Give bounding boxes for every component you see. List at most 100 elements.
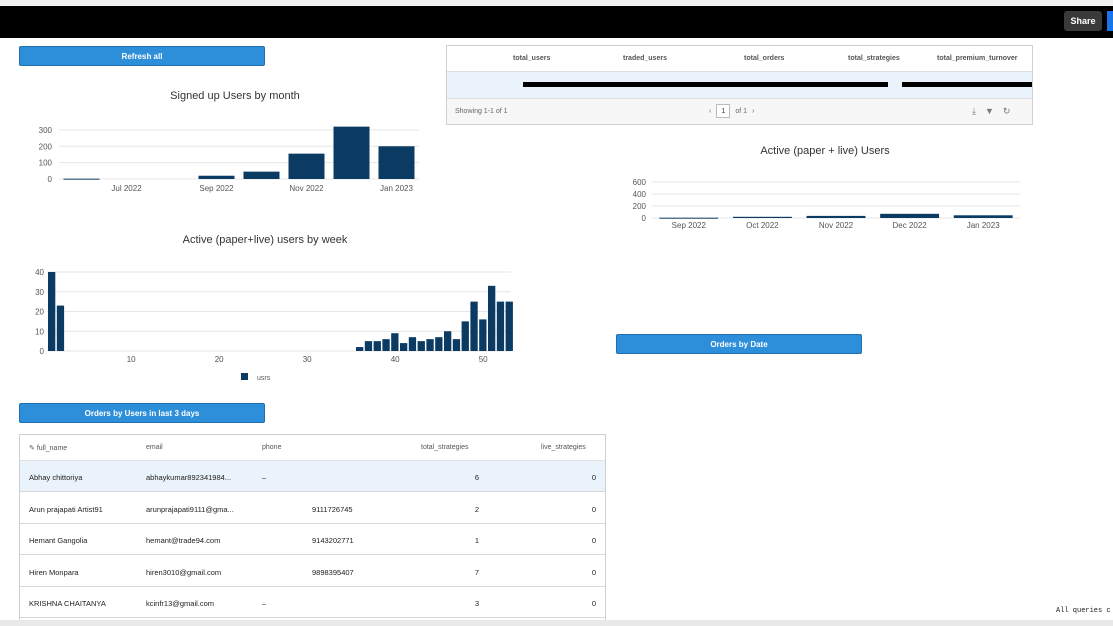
cell-email: arunprajapati9111@gma...: [146, 504, 234, 514]
signups-by-month-chart: 0 100 200 300 Jul 2022 Sep 2022 Nov 2022 Jan 20…: [39, 126, 419, 193]
cell-live-strategies: 0: [591, 504, 596, 514]
col-phone[interactable]: phone: [262, 444, 282, 451]
cell-phone: –: [262, 599, 267, 608]
stats-row-redacted[interactable]: [447, 72, 1032, 98]
col-full-name-label: full_name: [36, 445, 68, 452]
y-tick-label: 0: [40, 347, 45, 356]
col-live-strategies[interactable]: live_strategies: [541, 444, 586, 451]
bar: [408, 337, 417, 351]
bar: [426, 339, 434, 351]
stats-table-header: total_users traded_users total_orders to…: [447, 46, 1032, 72]
col-total-orders[interactable]: total_orders: [744, 55, 785, 62]
next-page-icon[interactable]: ›: [752, 107, 755, 115]
col-total-strategies[interactable]: total_strategies: [421, 444, 469, 451]
showing-count: Showing 1-1 of 1: [455, 108, 508, 115]
y-tick-label: 600: [633, 178, 647, 187]
x-tick-label: 30: [303, 355, 312, 364]
pager: ‹ 1 of 1 ›: [709, 104, 754, 118]
y-tick-label: 100: [39, 159, 53, 168]
table-row[interactable]: Hemant Gangolia hemant@trade94.com 9143202…: [20, 524, 605, 555]
browser-strip: [0, 0, 1113, 6]
x-tick-label: Jan 2023: [380, 184, 413, 193]
cell-full-name: Hemant Gangolia: [29, 536, 88, 545]
x-tick-label: Sep 2022: [199, 184, 234, 193]
bar: [63, 178, 100, 180]
bar: [496, 301, 505, 351]
y-tick-label: 200: [633, 202, 647, 211]
legend-label: usrs: [257, 375, 271, 382]
redaction-bar: [902, 82, 1032, 87]
cell-email: hemant@trade94.com: [146, 536, 221, 545]
cell-total-strategies: 7: [474, 567, 479, 577]
bottom-bar: [0, 620, 1113, 626]
y-tick-label: 10: [35, 327, 44, 336]
x-tick-label: Oct 2022: [746, 221, 779, 230]
col-email[interactable]: email: [146, 444, 163, 451]
y-tick-label: 200: [39, 142, 53, 151]
orders-by-users-button[interactable]: Orders by Users in last 3 days: [19, 403, 265, 423]
cell-full-name: Arun prajapati Artist91: [29, 504, 103, 514]
y-tick-label: 300: [39, 126, 53, 135]
table-row[interactable]: Abhay chittoriya abhaykumar892341984... – 6…: [20, 461, 605, 492]
page-of-label: of 1: [735, 107, 748, 115]
bar: [333, 126, 370, 179]
x-tick-label: Nov 2022: [289, 184, 324, 193]
stats-table: total_users traded_users total_orders to…: [446, 45, 1033, 125]
bar: [48, 272, 56, 351]
table-row[interactable]: Arun prajapati Artist91 arunprajapati9111…: [20, 493, 605, 524]
bar: [488, 285, 496, 351]
bar: [435, 337, 443, 351]
refresh-icon[interactable]: ↻: [1002, 106, 1011, 116]
cell-phone: –: [262, 473, 267, 482]
cell-total-strategies: 3: [474, 599, 479, 608]
download-icon[interactable]: ⤓: [972, 106, 976, 116]
bar: [806, 215, 866, 218]
y-tick-label: 400: [633, 190, 647, 199]
cell-email: hiren3010@gmail.com: [146, 567, 222, 577]
cell-full-name: Hiren Monpara: [29, 567, 79, 577]
page-number-input[interactable]: 1: [716, 104, 731, 118]
x-tick-label: 10: [127, 355, 136, 364]
x-tick-label: 20: [215, 355, 224, 364]
col-total-users[interactable]: total_users: [513, 55, 551, 62]
orders-by-date-button[interactable]: Orders by Date: [616, 334, 862, 354]
table-row[interactable]: KRISHNA CHAITANYA kcinfr13@gmail.com – 3 0: [20, 587, 605, 618]
table-row[interactable]: Hiren Monpara hiren3010@gmail.com 98983954…: [20, 556, 605, 587]
cell-total-strategies: 2: [474, 504, 479, 514]
col-traded-users[interactable]: traded_users: [623, 55, 667, 62]
x-tick-label: Dec 2022: [892, 221, 927, 230]
y-tick-label: 30: [35, 288, 44, 297]
bar: [444, 331, 452, 351]
legend-swatch: [241, 373, 248, 380]
cell-live-strategies: 0: [591, 536, 596, 545]
cell-phone: 9143202771: [312, 536, 354, 545]
filter-icon[interactable]: ▼: [984, 106, 994, 116]
bar: [452, 339, 461, 351]
cell-total-strategies: 6: [474, 473, 479, 482]
primary-action-edge[interactable]: [1107, 11, 1113, 31]
bar: [356, 347, 364, 351]
bar: [505, 301, 513, 351]
bar: [953, 215, 1013, 218]
cell-phone: 9898395407: [312, 567, 354, 577]
cell-total-strategies: 1: [474, 536, 479, 545]
cell-live-strategies: 0: [591, 567, 596, 577]
x-tick-label: Sep 2022: [672, 221, 707, 230]
cell-email: abhaykumar892341984...: [146, 473, 232, 482]
weekly-chart-title: Active (paper+live) users by week: [182, 234, 348, 246]
col-full-name[interactable]: ✎ full_name: [29, 445, 68, 452]
active-users-chart-title: Active (paper + live) Users: [760, 145, 890, 157]
bar: [461, 321, 469, 351]
col-total-premium-turnover[interactable]: total_premium_turnover: [937, 55, 1018, 62]
bar: [470, 301, 478, 351]
col-total-strategies[interactable]: total_strategies: [848, 55, 900, 62]
bar: [364, 341, 373, 351]
y-tick-label: 0: [48, 175, 53, 184]
users-orders-table: ✎ full_name email phone total_strategies…: [19, 434, 606, 626]
y-tick-label: 0: [642, 214, 647, 223]
cell-full-name: Abhay chittoriya: [29, 473, 83, 482]
refresh-all-button[interactable]: Refresh all: [19, 46, 265, 66]
share-button[interactable]: Share: [1064, 11, 1102, 31]
prev-page-icon[interactable]: ‹: [709, 107, 712, 115]
status-text: All queries c: [1056, 607, 1111, 615]
